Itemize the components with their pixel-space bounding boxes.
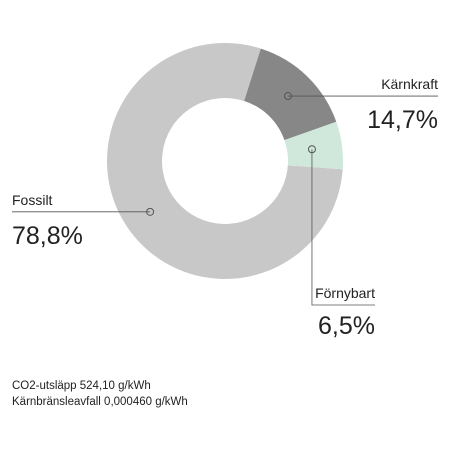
slice-label-fossilt: Fossilt (12, 192, 53, 208)
slice-karnkraft (244, 48, 337, 141)
slice-marker-fornybart (307, 145, 316, 154)
donut-labels: Fossilt 78,8% Kärnkraft 14,7% Förnybart 6,5% (12, 76, 438, 340)
slice-value-karnkraft: 14,7% (367, 106, 438, 134)
slice-label-karnkraft: Kärnkraft (381, 76, 438, 92)
nuclear-waste-note: Kärnbränsleavfall 0,000460 g/kWh (12, 396, 188, 408)
leader-line-fornybart (311, 149, 375, 306)
donut-slices (106, 42, 343, 279)
slice-fornybart (284, 121, 343, 170)
slice-marker-karnkraft (284, 92, 293, 101)
slice-label-fornybart: Förnybart (315, 285, 375, 301)
slice-value-fossilt: 78,8% (12, 222, 83, 250)
slice-marker-fossilt (146, 207, 155, 216)
slice-value-fornybart: 6,5% (318, 312, 375, 340)
slice-fossilt (106, 42, 343, 279)
co2-emission-note: CO2-utsläpp 524,10 g/kWh (12, 380, 151, 392)
